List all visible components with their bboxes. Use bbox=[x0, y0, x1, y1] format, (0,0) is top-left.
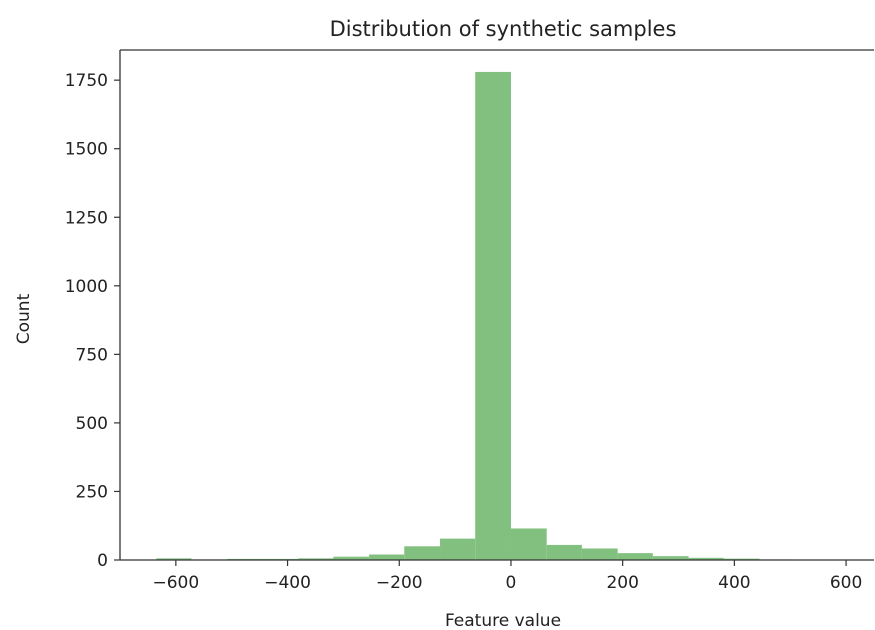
x-tick-label: 0 bbox=[506, 573, 517, 593]
y-tick-label: 0 bbox=[97, 551, 108, 571]
histogram-bar-6 bbox=[369, 554, 405, 560]
histogram-bar-14 bbox=[652, 556, 689, 560]
histogram-bar-7 bbox=[404, 546, 441, 560]
y-tick-label: 1750 bbox=[65, 71, 108, 91]
x-tick-label: 400 bbox=[718, 573, 750, 593]
x-tick-label: −400 bbox=[264, 573, 311, 593]
x-tick-label: 200 bbox=[606, 573, 638, 593]
x-axis-label: Feature value bbox=[445, 611, 561, 630]
histogram-bar-15 bbox=[688, 557, 724, 560]
chart-title: Distribution of synthetic samples bbox=[330, 17, 677, 41]
y-tick-label: 1250 bbox=[65, 208, 108, 228]
y-tick-label: 750 bbox=[76, 345, 108, 365]
histogram-bar-5 bbox=[333, 556, 370, 560]
histogram-bar-8 bbox=[440, 538, 476, 560]
y-tick-label: 500 bbox=[76, 414, 108, 434]
y-axis-label: Count bbox=[14, 293, 34, 344]
x-tick-label: 600 bbox=[830, 573, 862, 593]
histogram-bar-10 bbox=[510, 528, 547, 560]
histogram-bar-12 bbox=[581, 548, 618, 560]
axes-group bbox=[119, 49, 874, 561]
x-tick-label: −600 bbox=[153, 573, 200, 593]
histogram-bar-4 bbox=[298, 558, 334, 560]
histogram-bar-11 bbox=[546, 544, 582, 560]
histogram-bar-9 bbox=[475, 71, 511, 560]
histogram-bar-13 bbox=[617, 553, 653, 560]
histogram-bar-16 bbox=[723, 558, 760, 560]
histogram-bar-0 bbox=[156, 558, 192, 560]
bars-group bbox=[156, 71, 866, 560]
y-tick-label: 250 bbox=[76, 482, 108, 502]
y-ticks: 0 250 500 750 1000 1250 1500 1750 bbox=[65, 71, 120, 571]
y-tick-label: 1000 bbox=[65, 277, 108, 297]
x-ticks: −600 −400 −200 0 200 400 600 bbox=[153, 560, 862, 593]
y-tick-label: 1500 bbox=[65, 140, 108, 160]
x-tick-label: −200 bbox=[376, 573, 423, 593]
